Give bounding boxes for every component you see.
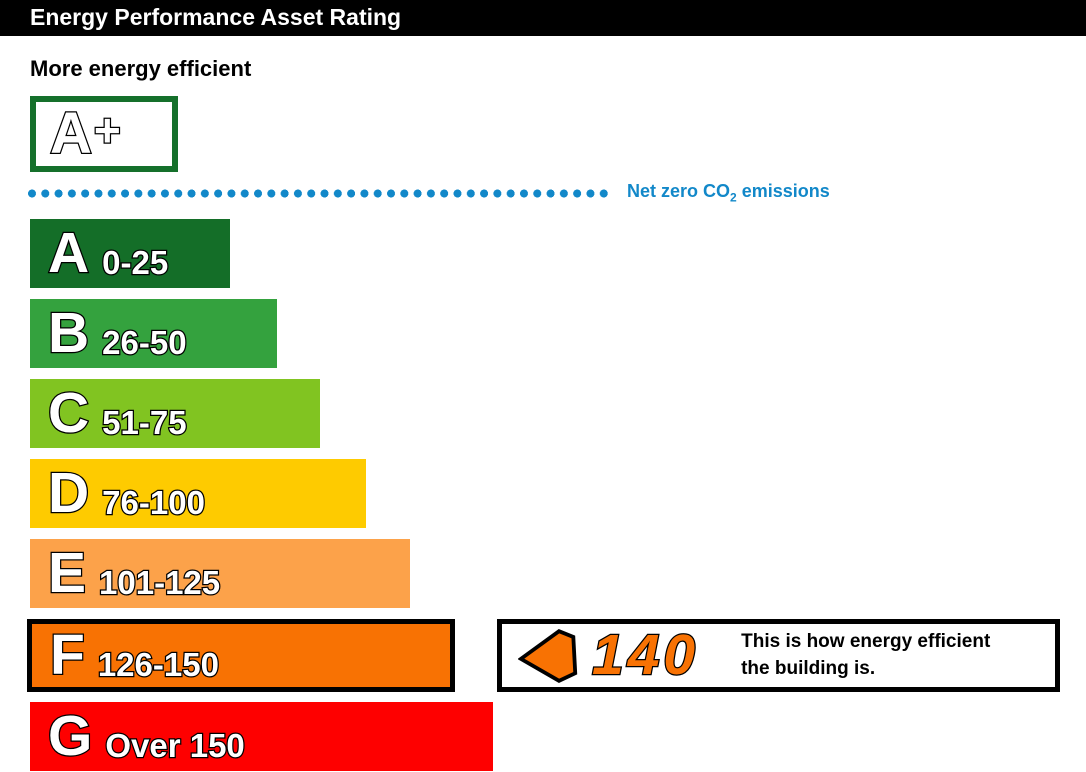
band-range: 26-50 bbox=[101, 324, 188, 361]
band-row-a: A 0-25 bbox=[30, 219, 1086, 288]
a-plus-sign: + bbox=[93, 104, 122, 156]
band-a-plus: A + bbox=[30, 96, 178, 172]
band-f-highlighted: F 126-150 bbox=[27, 619, 455, 692]
band-a: A 0-25 bbox=[30, 219, 230, 288]
band-letter: D bbox=[47, 461, 91, 525]
band-range: 101-125 bbox=[98, 564, 222, 601]
band-row-c: C 51-75 bbox=[30, 379, 1086, 448]
rating-description-line1: This is how energy efficient bbox=[741, 630, 991, 652]
page-title: Energy Performance Asset Rating bbox=[0, 0, 1086, 36]
more-efficient-label: More energy efficient bbox=[30, 56, 252, 81]
net-zero-subscript: 2 bbox=[730, 190, 737, 205]
band-letter: C bbox=[47, 381, 91, 445]
band-range: Over 150 bbox=[104, 727, 246, 764]
band-letter: B bbox=[47, 301, 91, 365]
dotted-line-icon bbox=[28, 188, 612, 198]
band-letter: A bbox=[47, 221, 91, 285]
rating-description-line2: the building is. bbox=[741, 657, 876, 679]
a-plus-letter: A bbox=[49, 101, 93, 166]
band-range: 76-100 bbox=[101, 484, 206, 521]
band-c: C 51-75 bbox=[30, 379, 320, 448]
band-row-d: D 76-100 bbox=[30, 459, 1086, 528]
net-zero-row: Net zero CO2 emissions bbox=[28, 181, 1086, 205]
band-e: E 101-125 bbox=[30, 539, 410, 608]
band-letter: E bbox=[47, 541, 88, 605]
rating-arrow-icon bbox=[518, 628, 578, 683]
rating-value: 140 bbox=[591, 623, 700, 687]
band-range: 126-150 bbox=[97, 646, 221, 683]
rating-bands: A 0-25 B 26-50 C 51-75 D 76-100 E bbox=[27, 219, 1086, 771]
band-row-g: G Over 150 bbox=[30, 702, 1086, 771]
arrow-shape bbox=[518, 628, 578, 683]
band-range: 0-25 bbox=[101, 244, 170, 281]
band-g: G Over 150 bbox=[30, 702, 493, 771]
band-row-e: E 101-125 bbox=[30, 539, 1086, 608]
band-row-b: B 26-50 bbox=[30, 299, 1086, 368]
net-zero-label: Net zero CO2 emissions bbox=[627, 181, 830, 205]
rating-description: This is how energy efficient the buildin… bbox=[741, 629, 990, 682]
band-letter: F bbox=[49, 623, 86, 687]
rating-indicator: 140 This is how energy efficient the bui… bbox=[497, 619, 1060, 692]
net-zero-text: Net zero CO bbox=[627, 181, 731, 202]
band-row-f: F 126-150 140 This is how energy efficie… bbox=[27, 619, 1086, 692]
net-zero-text-suffix: emissions bbox=[736, 181, 830, 202]
band-range: 51-75 bbox=[101, 404, 188, 441]
band-d: D 76-100 bbox=[30, 459, 366, 528]
band-b: B 26-50 bbox=[30, 299, 277, 368]
band-letter: G bbox=[47, 704, 94, 768]
